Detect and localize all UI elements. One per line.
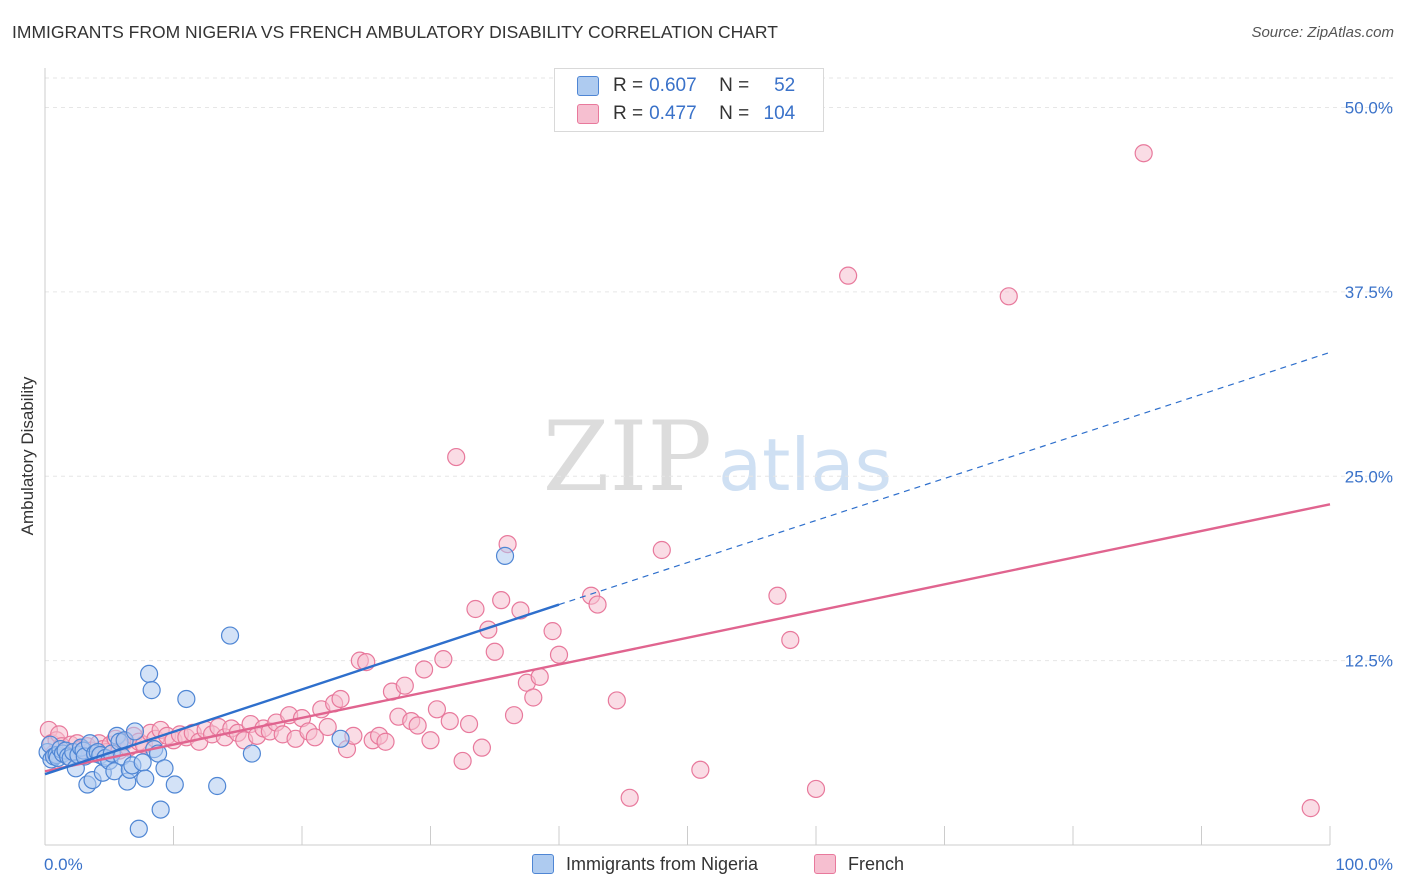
nigeria-point xyxy=(139,664,159,684)
nigeria-r-value: 0.607 xyxy=(649,75,697,96)
french-point xyxy=(305,728,324,747)
french-n-value: 104 xyxy=(763,103,796,124)
french-point xyxy=(806,779,826,799)
stats-row-french: R = 0.477 N = 104 xyxy=(577,102,795,126)
french-point xyxy=(434,650,453,669)
nigeria-point xyxy=(136,769,155,788)
gridlines xyxy=(45,77,1395,662)
french-point xyxy=(1301,799,1320,818)
french-point xyxy=(395,676,414,695)
nigeria-point xyxy=(151,800,170,819)
n-label: N = xyxy=(719,103,750,124)
nigeria-swatch xyxy=(577,76,599,96)
watermark-atlas: atlas xyxy=(718,423,892,507)
nigeria-point xyxy=(165,775,184,794)
x-tick-label-max: 100.0% xyxy=(1335,855,1393,874)
french-point xyxy=(453,751,472,771)
nigeria-point xyxy=(133,753,152,772)
french-point xyxy=(459,714,479,734)
r-label: R = xyxy=(613,75,644,96)
french-point xyxy=(781,630,800,650)
nigeria-trendline-extension xyxy=(558,351,1331,606)
chart-title: IMMIGRANTS FROM NIGERIA VS FRENCH AMBULA… xyxy=(12,22,778,42)
nigeria-n-value: 52 xyxy=(774,75,796,96)
nigeria-trendline xyxy=(44,603,560,776)
legend-item-nigeria: Immigrants from Nigeria xyxy=(532,852,758,876)
french-point xyxy=(376,732,395,751)
nigeria-point xyxy=(142,681,161,700)
french-point xyxy=(1134,144,1153,163)
french-point xyxy=(543,622,562,641)
y-tick-label: 25.0% xyxy=(1345,467,1393,486)
french-point xyxy=(492,591,511,610)
stats-legend: R = 0.607 N = 52 R = 0.477 N = 104 xyxy=(554,68,824,132)
french-point xyxy=(408,716,427,735)
r-label: R = xyxy=(613,103,644,124)
nigeria-point xyxy=(331,729,350,748)
french-point xyxy=(472,738,491,757)
n-label: N = xyxy=(719,75,750,96)
trendlines xyxy=(44,351,1331,776)
french-point xyxy=(447,447,466,467)
legend-french-swatch xyxy=(814,854,836,874)
french-point xyxy=(331,689,350,709)
french-point xyxy=(691,760,710,779)
french-swatch xyxy=(577,104,599,124)
nigeria-point xyxy=(177,689,196,709)
nigeria-point xyxy=(208,776,227,796)
french-trendline xyxy=(44,503,1331,773)
watermark-zip: ZIP xyxy=(543,401,712,513)
french-point xyxy=(427,700,447,719)
french-point xyxy=(839,266,858,285)
nigeria-point xyxy=(495,546,515,566)
french-point xyxy=(620,788,639,807)
french-point xyxy=(524,688,543,707)
french-point xyxy=(504,706,524,725)
legend-french-label: French xyxy=(848,853,905,874)
axes xyxy=(44,68,1331,846)
french-point xyxy=(768,586,787,605)
french-point xyxy=(652,540,671,560)
legend-nigeria-label: Immigrants from Nigeria xyxy=(566,853,759,874)
legend-nigeria-swatch xyxy=(532,854,554,874)
y-tick-label: 50.0% xyxy=(1345,99,1393,118)
french-point xyxy=(999,287,1018,306)
legend-item-french: French xyxy=(814,852,904,876)
french-point xyxy=(549,645,569,664)
nigeria-point xyxy=(220,626,240,645)
french-point xyxy=(466,599,485,619)
french-point xyxy=(440,711,459,731)
zipatlas-watermark: ZIP atlas xyxy=(543,401,892,513)
nigeria-point xyxy=(125,722,145,741)
y-tick-label: 37.5% xyxy=(1345,283,1393,302)
nigeria-point xyxy=(155,759,174,778)
french-point xyxy=(588,595,607,614)
french-point xyxy=(414,660,434,679)
nigeria-point xyxy=(242,744,261,763)
y-tick-label: 12.5% xyxy=(1345,652,1393,671)
x-tick-label-min: 0.0% xyxy=(44,855,83,874)
french-r-value: 0.477 xyxy=(649,103,697,124)
french-point xyxy=(421,731,440,750)
stats-row-nigeria: R = 0.607 N = 52 xyxy=(577,74,795,98)
french-point xyxy=(318,717,337,737)
tick-labels: 12.5% 25.0% 37.5% 50.0% 0.0% 100.0% xyxy=(44,99,1393,875)
french-point xyxy=(607,691,626,710)
source-credit: Source: ZipAtlas.com xyxy=(1251,24,1394,41)
nigeria-points xyxy=(38,546,515,838)
french-point xyxy=(485,642,504,661)
nigeria-point xyxy=(129,819,148,838)
